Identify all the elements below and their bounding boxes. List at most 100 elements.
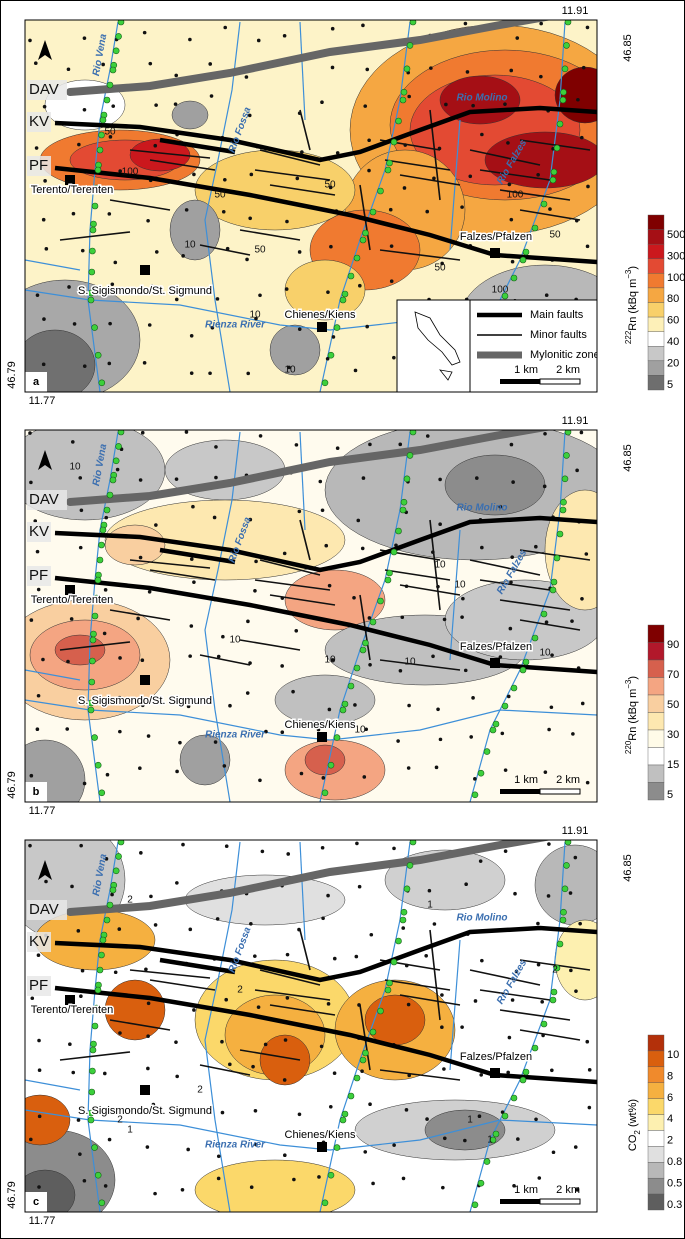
town-marker [140, 675, 150, 685]
scale-label: 2 km [556, 364, 580, 376]
minor-fault [269, 184, 336, 196]
survey-point [561, 885, 569, 893]
sample-point [254, 1142, 258, 1147]
main-fault [159, 547, 236, 565]
survey-point [400, 908, 408, 916]
sample-point [299, 771, 304, 776]
sample-point [586, 184, 590, 189]
colorbar-bin [647, 331, 665, 347]
survey-point [89, 247, 96, 255]
place-label: Falzes/Pfalzen [460, 641, 532, 653]
survey-point [549, 176, 557, 184]
sample-point [105, 772, 110, 777]
survey-point [406, 862, 414, 869]
sample-point [81, 701, 86, 706]
sample-point [440, 1025, 444, 1030]
colorbar-bin [647, 1146, 665, 1163]
sample-point [43, 179, 47, 183]
sample-point [389, 279, 394, 283]
sample-point [153, 143, 158, 148]
sample-point [367, 616, 372, 620]
colorbar-bin [647, 1034, 665, 1052]
survey-point [90, 630, 97, 638]
contour-zone [25, 1094, 71, 1146]
sample-point [575, 468, 579, 473]
sample-point [316, 727, 321, 732]
contour-label: 2 [237, 985, 243, 996]
contour-zone [384, 849, 506, 911]
river [25, 669, 81, 681]
sample-point [146, 1001, 151, 1006]
colorbar-bin [647, 273, 665, 289]
contour-label: 10 [539, 648, 551, 659]
sample-point [320, 100, 324, 105]
contour-zone [104, 979, 166, 1041]
minor-fault [519, 209, 581, 221]
river-label: Rienza River [205, 320, 266, 331]
main-fault [54, 515, 597, 573]
survey-point [98, 951, 105, 959]
survey-point [96, 146, 104, 154]
survey-point [362, 1049, 369, 1057]
sample-point [587, 1105, 592, 1110]
minor-fault [269, 594, 336, 606]
coord-label: 11.91 [562, 825, 589, 837]
river [469, 431, 566, 802]
sample-point [536, 172, 540, 177]
survey-point [522, 658, 530, 666]
sample-point [142, 30, 147, 35]
sample-point [544, 293, 549, 298]
sample-point [35, 293, 40, 297]
place-label: S. Sigismondo/St. Sigmund [78, 1105, 212, 1117]
colorbar-bin [647, 729, 665, 748]
sample-point [440, 261, 444, 266]
colorbar-title: CO2 (wt%) [627, 1099, 642, 1151]
north-arrow [38, 450, 52, 470]
sample-point [575, 1188, 580, 1192]
sample-point [180, 1187, 185, 1192]
sample-point [585, 780, 590, 785]
sample-point [186, 704, 191, 709]
sample-point [178, 740, 182, 745]
zone-label: PF [29, 567, 48, 584]
sample-point [224, 997, 229, 1002]
survey-point [91, 1144, 98, 1151]
sample-point [551, 1150, 556, 1155]
sample-point [320, 845, 325, 850]
sample-point [66, 659, 70, 664]
sample-point [508, 626, 513, 631]
sample-point [355, 841, 359, 846]
sample-point [506, 141, 510, 145]
sample-point [37, 1068, 42, 1073]
sample-point [321, 776, 326, 780]
survey-point [540, 610, 548, 618]
colorbar-bin [647, 1050, 665, 1068]
sample-point [360, 546, 365, 551]
survey-point [522, 1068, 530, 1076]
survey-point [112, 867, 120, 875]
sample-point [153, 1191, 157, 1196]
colorbar-tick-label: 90 [667, 639, 679, 651]
sample-point [42, 317, 46, 321]
sample-point [115, 467, 120, 472]
sample-point [263, 1042, 268, 1047]
sample-point [29, 1137, 33, 1142]
sample-point [136, 616, 140, 621]
minor-fault [259, 559, 321, 576]
minor-fault [379, 249, 461, 261]
survey-point [369, 1028, 377, 1036]
survey-point [88, 678, 96, 686]
sample-point [78, 545, 83, 550]
zone-label: PF [29, 157, 48, 174]
zone-label-bg [27, 522, 51, 542]
sample-point [82, 36, 87, 40]
sample-point [364, 727, 369, 732]
sample-point [404, 1108, 409, 1112]
river [469, 841, 566, 1212]
colorbar-title-part: CO [627, 1134, 639, 1151]
sample-point [498, 504, 503, 509]
minor-fault [469, 559, 541, 576]
survey-point [556, 120, 564, 128]
sample-point [103, 1184, 108, 1188]
mylonitic-zone [66, 840, 552, 916]
